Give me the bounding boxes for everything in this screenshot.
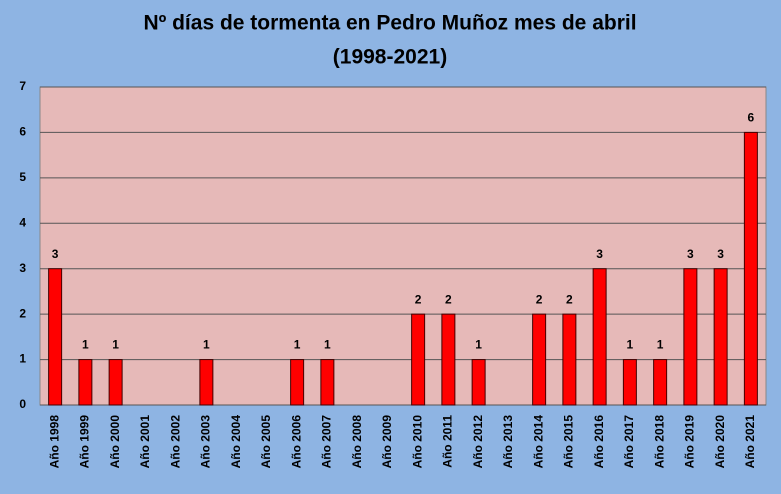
bar — [108, 359, 123, 406]
x-tick-label: Año 2014 — [531, 415, 545, 469]
x-tick-label: Año 2006 — [289, 415, 303, 469]
x-tick-label: Año 2018 — [652, 415, 666, 469]
x-tick-label: Año 2003 — [199, 415, 213, 469]
x-tick-label: Año 2021 — [743, 415, 757, 469]
data-label: 3 — [687, 247, 694, 261]
y-tick-label: 6 — [19, 125, 26, 139]
bar — [743, 131, 758, 406]
data-label: 1 — [112, 338, 119, 352]
y-tick-label: 2 — [19, 306, 26, 320]
x-tick-label: Año 1998 — [47, 415, 61, 469]
x-tick-label: Año 2002 — [168, 415, 182, 469]
x-tick-label: Año 2019 — [683, 415, 697, 469]
x-tick-label: Año 2008 — [350, 415, 364, 469]
x-tick-label: Año 2005 — [259, 415, 273, 469]
y-tick-label: 4 — [19, 215, 26, 229]
bar — [441, 313, 456, 406]
bar — [411, 313, 426, 406]
x-tick-label: Año 2007 — [320, 415, 334, 469]
data-label: 2 — [445, 292, 452, 306]
x-tick-label: Año 2015 — [562, 415, 576, 469]
x-tick-label: Año 2000 — [108, 415, 122, 469]
x-tick-label: Año 1999 — [78, 415, 92, 469]
data-label: 2 — [415, 292, 422, 306]
data-label: 1 — [203, 338, 210, 352]
chart-title: Nº días de tormenta en Pedro Muñoz mes d… — [143, 12, 636, 35]
bar — [653, 359, 668, 406]
bar — [532, 313, 547, 406]
bar — [622, 359, 637, 406]
chart-title: (1998-2021) — [333, 46, 447, 69]
data-label: 1 — [475, 338, 482, 352]
bar — [562, 313, 577, 406]
data-label: 1 — [324, 338, 331, 352]
bar — [592, 268, 607, 406]
data-label: 1 — [82, 338, 89, 352]
x-tick-label: Año 2009 — [380, 415, 394, 469]
bar — [199, 359, 214, 406]
data-label: 6 — [748, 111, 755, 125]
y-tick-label: 1 — [19, 352, 26, 366]
x-tick-label: Año 2017 — [622, 415, 636, 469]
x-tick-label: Año 2001 — [138, 415, 152, 469]
bar — [713, 268, 728, 406]
x-tick-label: Año 2013 — [501, 415, 515, 469]
data-label: 2 — [536, 292, 543, 306]
bar — [320, 359, 335, 406]
bar — [48, 268, 63, 406]
x-tick-label: Año 2020 — [713, 415, 727, 469]
data-label: 1 — [627, 338, 634, 352]
bar — [290, 359, 305, 406]
y-tick-label: 0 — [19, 397, 26, 411]
x-tick-label: Año 2010 — [410, 415, 424, 469]
x-tick-label: Año 2016 — [592, 415, 606, 469]
y-tick-label: 5 — [19, 170, 26, 184]
data-label: 2 — [566, 292, 573, 306]
data-label: 1 — [657, 338, 664, 352]
x-tick-label: Año 2011 — [441, 415, 455, 468]
x-tick-label: Año 2012 — [471, 415, 485, 469]
data-label: 3 — [52, 247, 59, 261]
y-tick-label: 7 — [19, 79, 26, 93]
bar — [78, 359, 93, 406]
bar — [471, 359, 486, 406]
data-label: 3 — [717, 247, 724, 261]
x-tick-label: Año 2004 — [229, 415, 243, 469]
plot-area — [39, 86, 767, 406]
data-label: 1 — [294, 338, 301, 352]
bar — [683, 268, 698, 406]
y-tick-label: 3 — [19, 261, 26, 275]
data-label: 3 — [596, 247, 603, 261]
